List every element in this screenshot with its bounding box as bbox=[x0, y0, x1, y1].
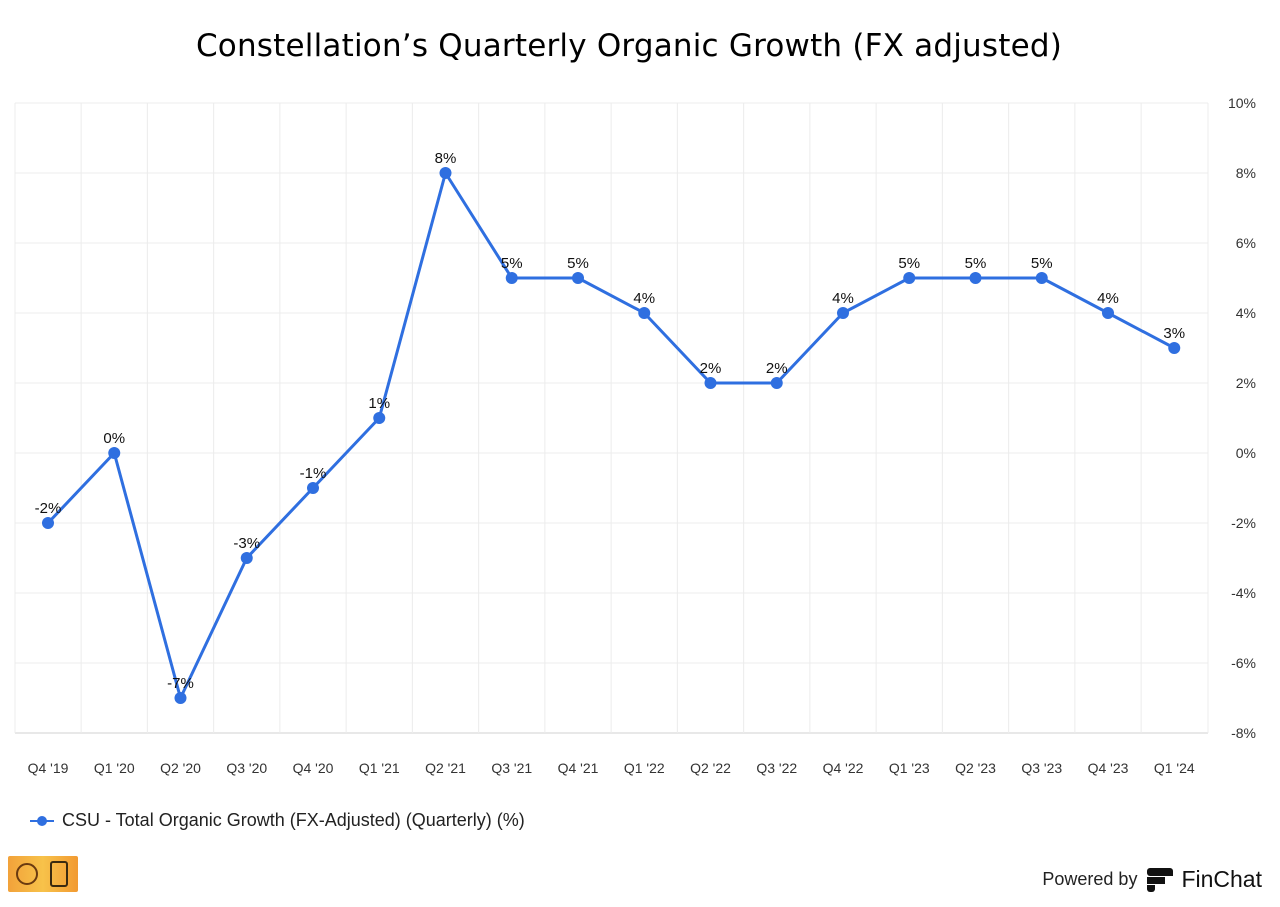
x-tick-label: Q3 '21 bbox=[491, 760, 532, 776]
x-tick-label: Q4 '19 bbox=[28, 760, 69, 776]
y-tick-label: 8% bbox=[1236, 165, 1256, 181]
x-tick-label: Q1 '23 bbox=[889, 760, 930, 776]
y-tick-label: -6% bbox=[1231, 655, 1256, 671]
partner-logo-mark-right bbox=[50, 861, 68, 887]
data-point bbox=[837, 307, 849, 319]
y-tick-label: 2% bbox=[1236, 375, 1256, 391]
data-label: -3% bbox=[233, 535, 260, 552]
data-label: -2% bbox=[35, 500, 62, 517]
data-label: 2% bbox=[700, 360, 722, 377]
finchat-logo-icon bbox=[1147, 867, 1174, 892]
x-tick-label: Q2 '23 bbox=[955, 760, 996, 776]
data-point bbox=[770, 377, 783, 389]
legend-series-marker bbox=[30, 814, 54, 828]
x-tick-label: Q1 '22 bbox=[624, 760, 665, 776]
data-label: -1% bbox=[300, 465, 327, 482]
x-tick-label: Q3 '22 bbox=[756, 760, 797, 776]
y-tick-label: 10% bbox=[1228, 95, 1256, 111]
y-tick-label: -4% bbox=[1231, 585, 1256, 601]
series-points bbox=[42, 167, 1181, 704]
data-label: 5% bbox=[1031, 255, 1053, 272]
y-tick-label: 4% bbox=[1236, 305, 1256, 321]
data-label: 2% bbox=[766, 360, 788, 377]
legend-label: CSU - Total Organic Growth (FX-Adjusted)… bbox=[62, 810, 525, 830]
data-label: 4% bbox=[832, 290, 854, 307]
data-point bbox=[969, 272, 982, 284]
data-point bbox=[174, 692, 187, 704]
data-point bbox=[108, 447, 121, 459]
data-label: 5% bbox=[898, 255, 920, 272]
data-point bbox=[439, 167, 452, 179]
data-label: 5% bbox=[501, 255, 523, 272]
y-tick-label: -8% bbox=[1231, 725, 1256, 741]
data-label: 0% bbox=[103, 430, 125, 447]
data-label: 4% bbox=[633, 290, 655, 307]
data-label: 5% bbox=[567, 255, 589, 272]
finchat-brand-text: FinChat bbox=[1181, 866, 1262, 892]
partner-logo-mark-left bbox=[16, 863, 38, 885]
data-point bbox=[505, 272, 518, 284]
x-tick-label: Q1 '20 bbox=[94, 760, 135, 776]
data-point bbox=[903, 272, 916, 284]
y-axis: -8% -6% -4% -2% 0% 2% 4% 6% 8% 10% bbox=[1228, 95, 1256, 741]
powered-by[interactable]: Powered by FinChat bbox=[1042, 866, 1262, 893]
data-label: 3% bbox=[1163, 325, 1185, 342]
data-label: 8% bbox=[435, 150, 457, 167]
data-point bbox=[704, 377, 717, 389]
partner-logo-badge bbox=[8, 856, 78, 892]
x-tick-label: Q2 '20 bbox=[160, 760, 201, 776]
y-tick-label: 0% bbox=[1236, 445, 1256, 461]
data-label: 4% bbox=[1097, 290, 1119, 307]
data-point bbox=[638, 307, 651, 319]
data-labels: -2% 0% -7% -3% -1% 1% 8% 5% 5% 4% 2% 2% 4% 5% 5% 5% 4% 3% bbox=[35, 150, 1185, 692]
chart-grid bbox=[14, 102, 1209, 734]
data-label: -7% bbox=[167, 675, 194, 692]
data-point bbox=[240, 552, 253, 564]
x-axis: Q4 '19 Q1 '20 Q2 '20 Q3 '20 Q4 '20 Q1 '21 Q2 '… bbox=[28, 760, 1195, 776]
y-tick-label: -2% bbox=[1231, 515, 1256, 531]
series-line bbox=[46, 171, 1175, 700]
x-tick-label: Q4 '22 bbox=[823, 760, 864, 776]
data-point bbox=[373, 412, 386, 424]
x-tick-label: Q1 '24 bbox=[1154, 760, 1195, 776]
x-tick-label: Q4 '20 bbox=[293, 760, 334, 776]
y-tick-label: 6% bbox=[1236, 235, 1256, 251]
series-polyline bbox=[46, 171, 1175, 700]
x-tick-label: Q3 '20 bbox=[226, 760, 267, 776]
powered-by-text: Powered by bbox=[1042, 869, 1138, 889]
data-point bbox=[307, 482, 319, 494]
data-label: 1% bbox=[368, 395, 390, 412]
data-point bbox=[1035, 272, 1048, 284]
x-tick-label: Q1 '21 bbox=[359, 760, 400, 776]
chart-legend[interactable]: CSU - Total Organic Growth (FX-Adjusted)… bbox=[30, 810, 525, 831]
x-tick-label: Q4 '23 bbox=[1088, 760, 1129, 776]
data-point bbox=[42, 517, 54, 529]
x-tick-label: Q2 '21 bbox=[425, 760, 466, 776]
chart-title: Constellation’s Quarterly Organic Growth… bbox=[195, 28, 1063, 64]
x-tick-label: Q4 '21 bbox=[558, 760, 599, 776]
data-point bbox=[572, 272, 584, 284]
data-label: 5% bbox=[965, 255, 987, 272]
data-point bbox=[1102, 307, 1114, 319]
data-point bbox=[1168, 342, 1181, 354]
x-tick-label: Q3 '23 bbox=[1021, 760, 1062, 776]
x-tick-label: Q2 '22 bbox=[690, 760, 731, 776]
